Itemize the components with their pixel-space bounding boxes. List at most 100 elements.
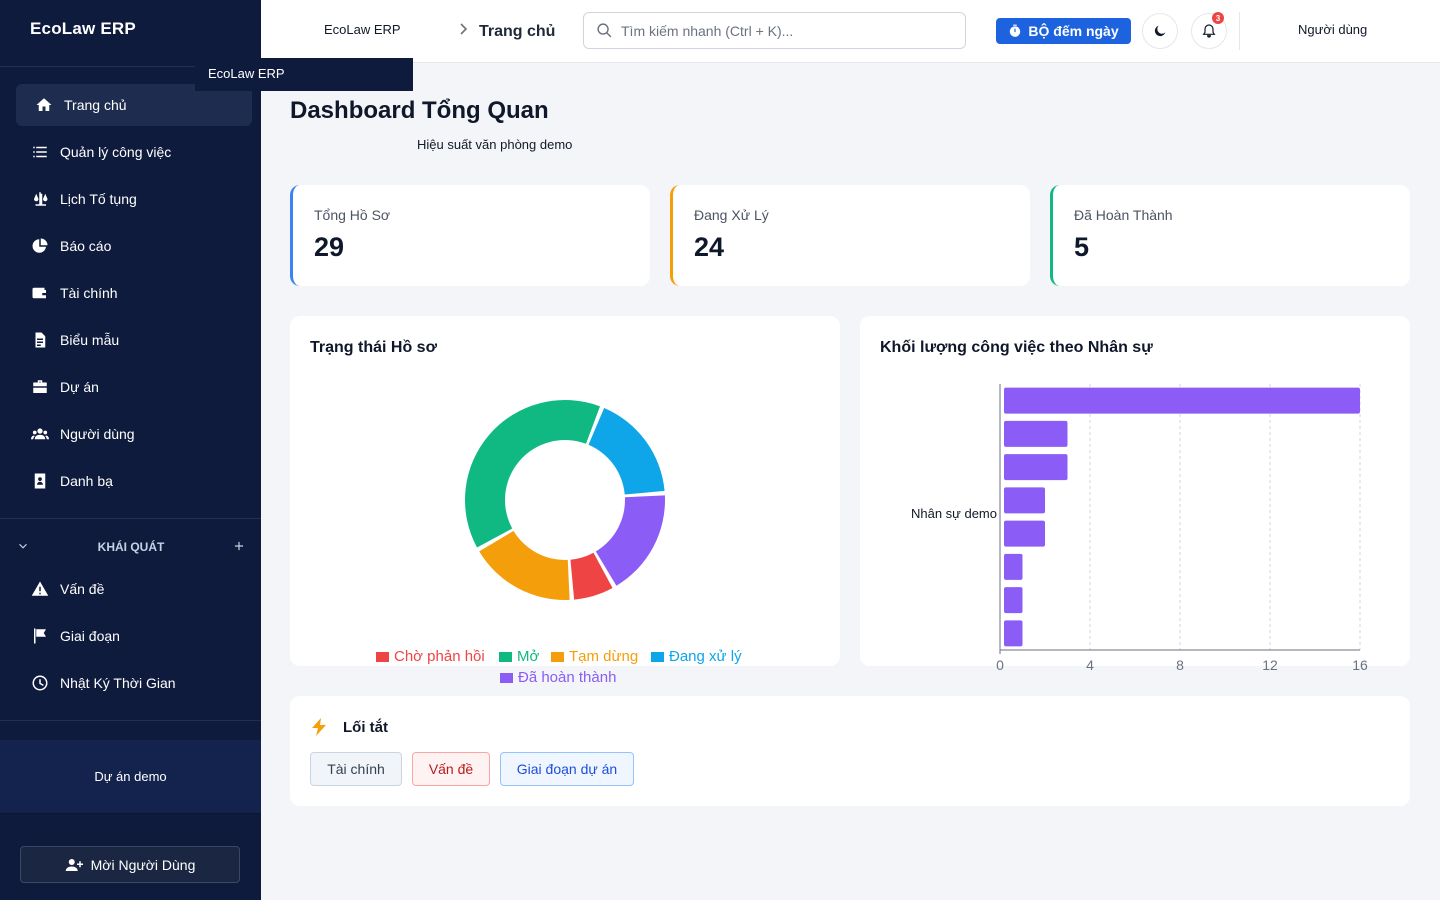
stat-card-processing: Đang Xử Lý 24 [670,185,1030,286]
search-box[interactable] [583,12,966,49]
contact-book-icon [30,471,50,491]
bar[interactable] [1004,487,1045,514]
user-menu[interactable]: Người dùng [1298,22,1368,37]
stopwatch-icon [1010,24,1021,37]
bar[interactable] [1004,587,1023,614]
x-tick-label: 4 [1086,657,1094,673]
day-counter-button[interactable]: BỘ đếm ngày [996,18,1131,44]
legend-item[interactable]: Chờ phản hồi [376,648,485,665]
y-category-label: Nhân sự demo [911,506,997,521]
wallet-icon [30,283,50,303]
legend-swatch [376,651,389,662]
app-brand[interactable]: EcoLaw ERP [30,19,136,38]
sidebar-item-users[interactable]: Người dùng [16,413,252,455]
legend-label: Mở [517,648,540,665]
donut-slice-2[interactable] [465,400,600,548]
pie-chart-icon [30,236,50,256]
card-title: Khối lượng công việc theo Nhân sự [880,339,1153,356]
moon-icon [1154,25,1166,37]
sidebar-item-label: Quản lý công việc [60,144,172,160]
divider [0,66,261,67]
legend-item[interactable]: Đã hoàn thành [500,669,616,686]
legend-item[interactable]: Đang xử lý [651,648,742,665]
sidebar-item-home[interactable]: Trang chủ [16,84,252,126]
sidebar-item-phases[interactable]: Giai đoạn [16,615,252,657]
collapse-chevron-icon[interactable] [16,539,30,556]
status-donut-chart [465,400,665,600]
bar[interactable] [1004,620,1023,647]
workload-chart-card: Khối lượng công việc theo Nhân sự [860,316,1410,666]
sidebar-item-finance[interactable]: Tài chính [16,272,252,314]
card-title: Trạng thái Hồ sơ [310,339,437,356]
breadcrumb-app[interactable]: EcoLaw ERP [324,22,401,37]
page-subtitle: Hiệu suất văn phòng demo [417,137,573,152]
sidebar-item-label: Lịch Tố tụng [60,191,137,207]
section-header-overview: KHÁI QUÁT [16,535,246,559]
sidebar-item-reports[interactable]: Báo cáo [16,225,252,267]
shortcut-button[interactable]: Vấn đề [412,752,490,786]
donut-slice-4[interactable] [588,407,665,495]
theme-toggle-button[interactable] [1142,13,1178,49]
legend-label: Tạm dừng [569,648,639,665]
invite-user-label: Mời Người Dùng [90,856,196,873]
sidebar-item-timelog[interactable]: Nhật Ký Thời Gian [16,662,252,704]
stat-value: 5 [1074,232,1090,262]
tasks-icon [30,142,50,162]
sidebar-item-tasks[interactable]: Quản lý công việc [16,131,252,173]
current-project[interactable]: Dự án demo [0,740,261,813]
page-title: Dashboard Tổng Quan [290,97,549,124]
donut-slice-5[interactable] [595,495,665,586]
bar[interactable] [1004,387,1360,414]
document-icon [30,330,50,350]
lightning-icon [312,718,326,736]
stat-value: 24 [694,232,725,262]
sidebar-item-projects[interactable]: Dự án [16,366,252,408]
invite-user-button[interactable]: Mời Người Dùng [20,846,240,883]
sidebar: EcoLaw ERP Trang chủ Quản lý công việc L… [0,0,261,900]
chevron-right-icon [458,22,468,36]
bar[interactable] [1004,553,1023,580]
legend-item[interactable]: Mở [499,648,539,665]
legend-label: Đã hoàn thành [518,669,617,686]
sidebar-item-forms[interactable]: Biểu mẫu [16,319,252,361]
bar[interactable] [1004,420,1068,447]
x-tick-label: 0 [996,657,1004,673]
bar[interactable] [1004,520,1045,547]
sidebar-item-label: Báo cáo [60,238,112,254]
legend-item[interactable]: Tạm dừng [551,648,638,665]
sidebar-item-issues[interactable]: Vấn đề [16,568,252,610]
notifications-button[interactable]: 3 [1191,12,1227,49]
legend-swatch [651,651,664,662]
clock-icon [30,673,50,693]
shortcuts-title: Lối tắt [343,719,388,736]
stat-card-total: Tổng Hồ Sơ 29 [290,185,650,286]
workload-bar-chart: 0 4 8 12 16 Nhân sự demo [911,384,1368,673]
legend-label: Đang xử lý [669,648,742,665]
warning-icon [30,579,50,599]
divider [0,720,261,721]
sidebar-item-litigation[interactable]: Lịch Tố tụng [16,178,252,220]
tooltip: EcoLaw ERP [195,58,413,91]
status-chart-card: Trạng thái Hồ sơ [290,316,840,666]
x-tick-label: 8 [1176,657,1184,673]
plus-icon[interactable] [232,539,246,556]
shortcut-button[interactable]: Giai đoạn dự án [500,752,634,786]
flag-icon [30,626,50,646]
sidebar-item-contacts[interactable]: Danh bạ [16,460,252,502]
day-counter-label: BỘ đếm ngày [1028,23,1119,39]
divider [1239,12,1240,50]
x-tick-label: 12 [1262,657,1278,673]
scale-icon [30,189,50,209]
sidebar-item-label: Danh bạ [60,473,113,489]
donut-slice-1[interactable] [570,552,613,600]
x-tick-label: 16 [1352,657,1368,673]
donut-slice-3[interactable] [479,530,570,600]
shortcuts-card [290,696,1410,806]
shortcut-button[interactable]: Tài chính [310,752,402,786]
search-input[interactable] [621,22,951,39]
divider [0,518,261,519]
bar[interactable] [1004,454,1068,481]
stat-label: Đang Xử Lý [694,207,769,223]
stat-card-completed: Đã Hoàn Thành 5 [1050,185,1410,286]
sidebar-item-label: Dự án [60,379,99,395]
